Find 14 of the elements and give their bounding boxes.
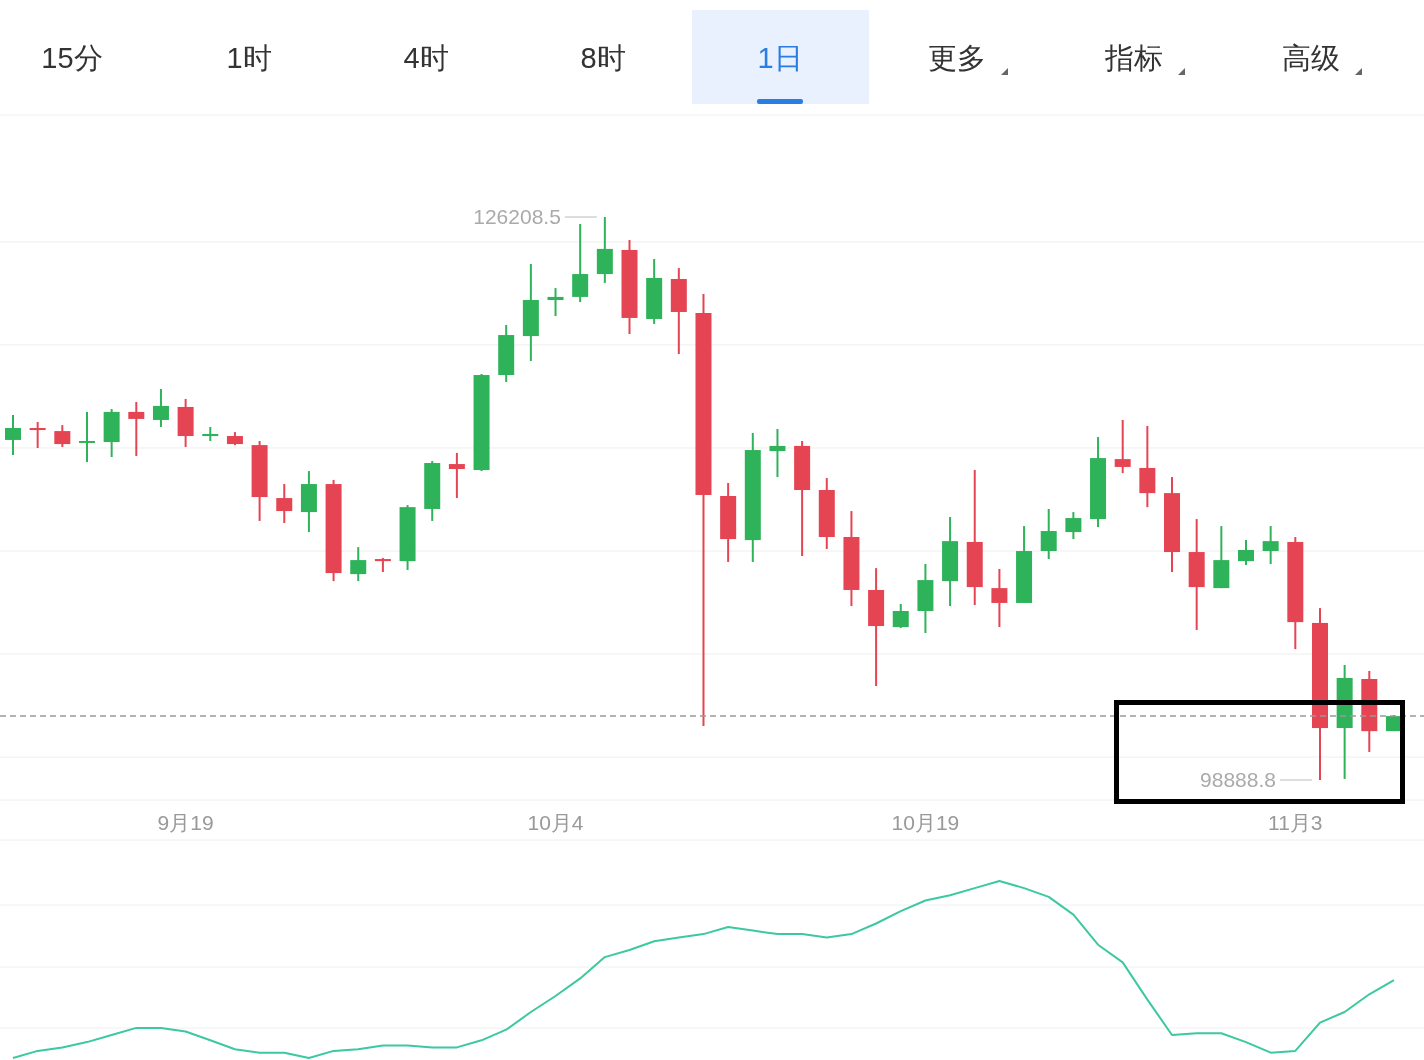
text: 1时 <box>226 42 272 74</box>
x-tick-label: 10月4 <box>527 811 584 834</box>
text: 高级 <box>1282 42 1340 74</box>
x-tick-label: 11月3 <box>1268 811 1323 834</box>
annotation: 126208.5 <box>473 205 561 228</box>
text: 4时 <box>403 42 449 74</box>
text: 15分 <box>41 42 103 74</box>
text: 8时 <box>580 42 626 74</box>
annotation: 98888.8 <box>1200 768 1276 791</box>
text: 指标 <box>1104 42 1163 74</box>
x-tick-label: 9月19 <box>157 811 214 834</box>
x-tick-label: 10月19 <box>891 811 960 834</box>
text: 更多 <box>928 42 986 74</box>
text: 1日 <box>757 42 803 74</box>
